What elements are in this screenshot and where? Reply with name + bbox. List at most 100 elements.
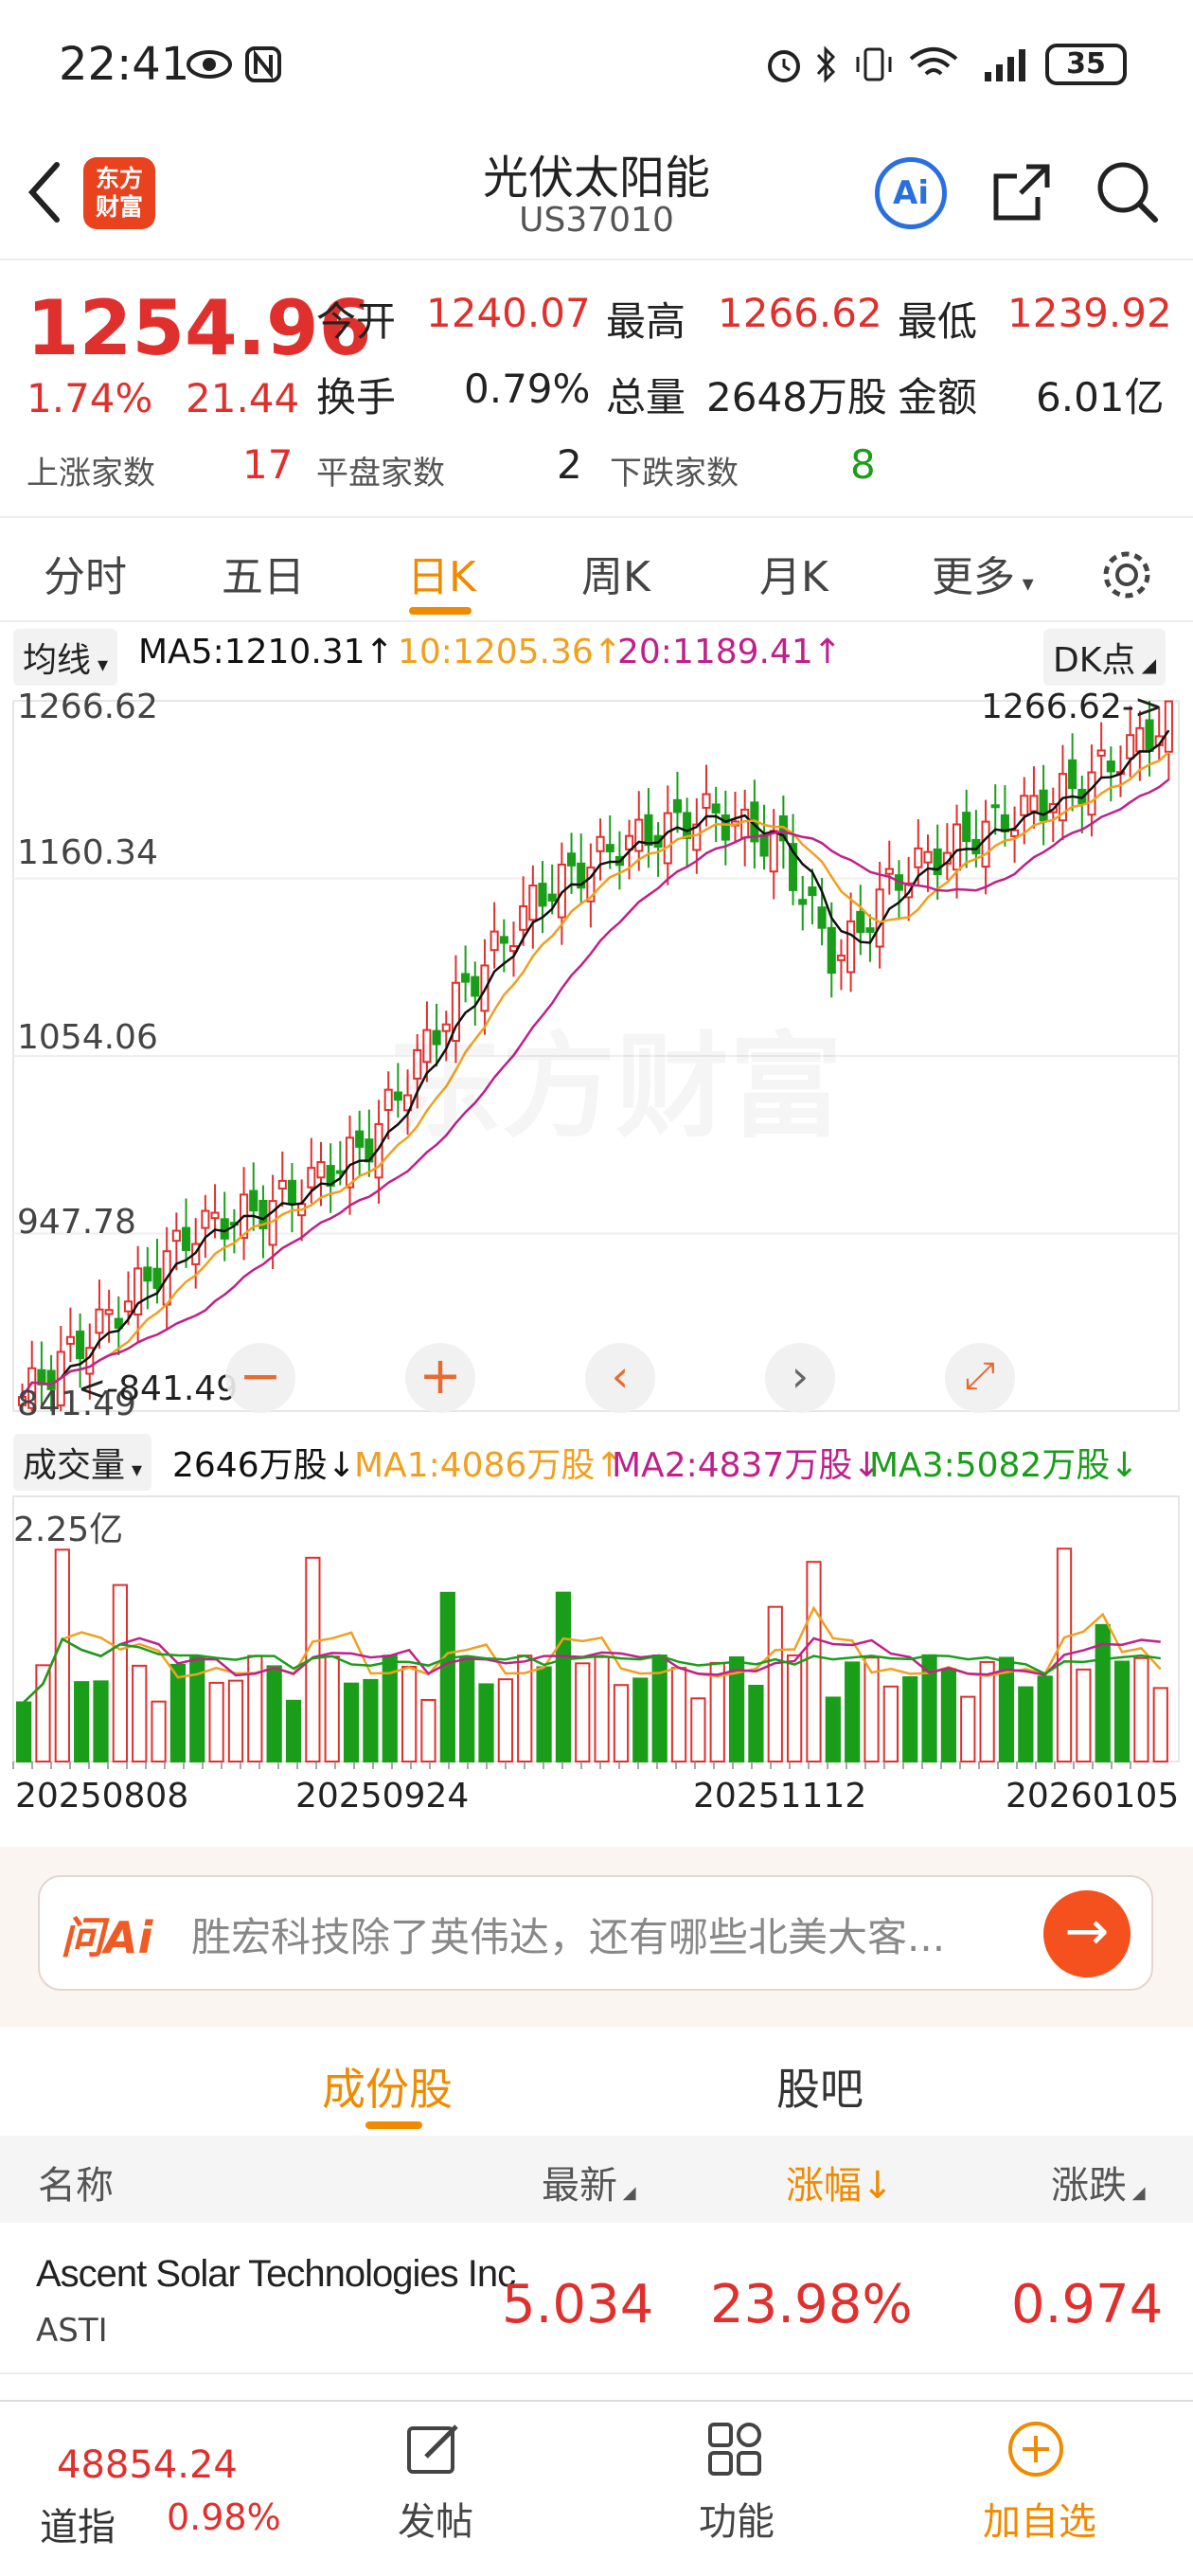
candle-body: [490, 930, 499, 952]
col-chg[interactable]: 涨跌 ◢: [1051, 2155, 1146, 2209]
pan-left-button[interactable]: ‹: [585, 1343, 655, 1413]
candle-body: [46, 1369, 56, 1390]
col-name: 名称: [38, 2164, 114, 2208]
index-value[interactable]: 48854.24: [57, 2443, 238, 2487]
candle-body: [1164, 700, 1173, 753]
index-name[interactable]: 道指: [40, 2506, 116, 2549]
volume-bar: [825, 1696, 841, 1762]
candle-body: [884, 868, 894, 875]
volume-bar: [555, 1591, 572, 1762]
candle-body: [277, 1179, 287, 1190]
volume-bar: [112, 1583, 128, 1763]
down-count-label: 下跌家数: [610, 455, 739, 492]
candlestick-chart[interactable]: [0, 682, 1193, 1430]
candle-body: [692, 823, 702, 851]
caret-down-icon: ▾: [125, 1458, 143, 1482]
candle-body: [441, 1023, 451, 1032]
candle-body: [605, 844, 614, 852]
settings-gear-icon[interactable]: [1098, 546, 1155, 603]
amount-value: 6.01亿: [1036, 374, 1165, 420]
candle-body: [683, 812, 692, 839]
share-icon[interactable]: [988, 159, 1055, 225]
volume-bar: [54, 1548, 70, 1762]
tab-constituents[interactable]: 成份股: [322, 2064, 453, 2115]
y-tick-max: 1266.62: [17, 688, 158, 726]
candle-body: [519, 904, 528, 931]
volume-ma3: MA3:5082万股↓: [869, 1446, 1139, 1485]
ma20-line: [21, 778, 1170, 1398]
battery-level: 35: [1066, 47, 1106, 80]
candle-body: [123, 1300, 134, 1313]
back-icon[interactable]: [23, 159, 64, 225]
dk-point-button[interactable]: DK点 ◢: [1043, 629, 1166, 686]
ai-send-button[interactable]: →: [1043, 1890, 1131, 1977]
chevron-right-icon: ›: [791, 1351, 810, 1402]
candle-body: [1029, 795, 1039, 813]
candle-body: [1010, 829, 1020, 837]
tab-weekly-k[interactable]: 周K: [581, 553, 650, 601]
compose-icon[interactable]: [403, 2419, 464, 2479]
volume-bar: [1113, 1660, 1131, 1762]
search-icon[interactable]: [1093, 157, 1161, 225]
period-tabs: 分时 五日 日K 周K 月K 更多 ▾: [0, 516, 1193, 622]
volume-bar: [266, 1665, 282, 1762]
dk-label: DK点: [1053, 641, 1136, 680]
nav-post[interactable]: 发帖: [398, 2500, 473, 2544]
tab-five-day[interactable]: 五日: [222, 553, 305, 601]
tab-daily-k[interactable]: 日K: [407, 553, 476, 601]
table-row[interactable]: Ascent Solar Technologies Inc ASTI 5.034…: [0, 2223, 1193, 2374]
add-circle-icon[interactable]: [1006, 2419, 1066, 2479]
pan-right-button[interactable]: ›: [765, 1343, 835, 1413]
ai-button[interactable]: Ai: [875, 157, 947, 229]
tab-intraday[interactable]: 分时: [44, 553, 127, 601]
last-price: 1254.96: [27, 284, 372, 372]
max-price-marker: 1266.62->: [981, 688, 1164, 726]
candle-body: [76, 1330, 85, 1360]
candle-body: [789, 843, 798, 891]
volume-chart[interactable]: [0, 1487, 1193, 1771]
candle-body: [258, 1199, 268, 1229]
volume-selector[interactable]: 成交量 ▾: [13, 1434, 152, 1491]
signal-icon: [985, 49, 1025, 81]
grid-icon[interactable]: [704, 2419, 765, 2479]
nav-functions[interactable]: 功能: [699, 2500, 775, 2544]
table-header: 名称 最新 ◢ 涨幅↓ 涨跌 ◢: [0, 2136, 1193, 2223]
fullscreen-button[interactable]: ⤢: [945, 1343, 1015, 1413]
candle-body: [104, 1309, 114, 1315]
ma-selector[interactable]: 均线 ▾: [13, 629, 118, 686]
ai-ask-input[interactable]: 问Ai 胜宏科技除了英伟达，还有哪些北美大客... →: [38, 1875, 1153, 1991]
col-pct[interactable]: 涨幅↓: [786, 2164, 894, 2208]
volume-bar: [748, 1685, 764, 1762]
corner-icon: ◢: [1135, 653, 1157, 676]
ai-logo: 问Ai: [61, 1912, 153, 1963]
tab-monthly-k[interactable]: 月K: [759, 553, 828, 601]
app-logo: 东方财富: [83, 157, 155, 229]
zoom-in-button[interactable]: +: [405, 1343, 475, 1413]
volume-bar: [998, 1656, 1015, 1762]
ma5-line: [21, 729, 1170, 1398]
ma10-line: [21, 751, 1170, 1398]
low-value: 1239.92: [1007, 290, 1172, 336]
candle-body: [432, 1029, 441, 1046]
volume-bar: [227, 1679, 244, 1762]
candle-body: [981, 820, 990, 868]
flat-count: 2: [557, 441, 582, 488]
candle-body: [740, 808, 750, 839]
volume-bar: [670, 1667, 687, 1762]
tab-more[interactable]: 更多 ▾: [932, 543, 1034, 603]
volume-selector-label: 成交量: [23, 1446, 126, 1485]
volume-bar: [613, 1684, 630, 1762]
candle-body: [383, 1088, 393, 1111]
tab-forum[interactable]: 股吧: [776, 2064, 864, 2115]
volume-value: 2648万股: [706, 374, 887, 420]
zoom-out-button[interactable]: −: [225, 1343, 295, 1413]
ai-ask-section: 问Ai 胜宏科技除了英伟达，还有哪些北美大客... →: [0, 1847, 1193, 2027]
turnover-label: 换手: [316, 374, 397, 420]
candle-body: [134, 1267, 143, 1316]
ma5-value: MA5:1210.31↑: [138, 633, 394, 671]
y-tick-2: 1160.34: [17, 833, 158, 872]
col-last[interactable]: 最新 ◢: [542, 2155, 636, 2209]
nav-add-watchlist[interactable]: 加自选: [983, 2500, 1096, 2544]
y-tick-min: 841.49: [17, 1385, 136, 1423]
candle-body: [711, 803, 721, 814]
